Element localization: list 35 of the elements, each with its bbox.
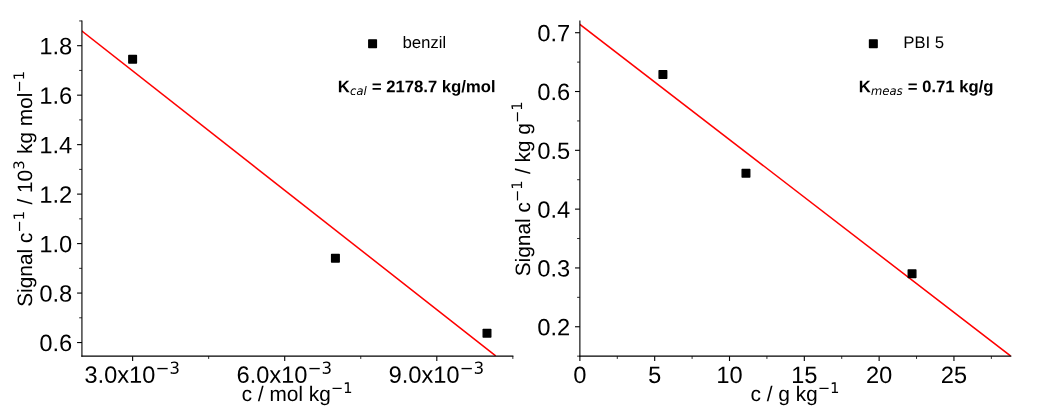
y-tick-label: 1.4 bbox=[41, 136, 72, 154]
y-axis-title: Signal c$^{−1}$ / 10$^{3}$ kg mol$^{−1}$ bbox=[13, 72, 37, 306]
y-tick-label: 0.3 bbox=[538, 260, 570, 277]
point bbox=[741, 168, 751, 178]
x-tick-label: 9.0x10$^{−3}$ bbox=[389, 361, 483, 384]
x-tick-label: 20 bbox=[867, 366, 892, 384]
y-tick-label: 0.5 bbox=[538, 142, 570, 160]
y-tick-label: 0.7 bbox=[538, 24, 569, 42]
y-tick-label: 1.6 bbox=[41, 87, 72, 104]
x-tick-label: 0 bbox=[574, 366, 586, 384]
point bbox=[658, 69, 668, 79]
y-tick-label: 1.2 bbox=[41, 186, 72, 203]
point bbox=[907, 269, 917, 279]
y-tick-label: 0.2 bbox=[538, 318, 569, 336]
point bbox=[482, 328, 492, 338]
x-tick-label: 3.0x10$^{−3}$ bbox=[85, 361, 179, 384]
y-tick-label: 0.6 bbox=[538, 83, 570, 101]
x-tick-label: 10 bbox=[718, 366, 742, 384]
point bbox=[128, 54, 138, 64]
y-tick-label: 1.8 bbox=[41, 37, 72, 55]
x-tick-label: 5 bbox=[649, 366, 661, 384]
x-tick-label: 15 bbox=[792, 366, 817, 384]
x-tick-label: 25 bbox=[942, 366, 967, 384]
annotation: K$_{cal}$ = 2178.7 kg/mol bbox=[338, 80, 495, 96]
x-tick-label: 6.0x10$^{−3}$ bbox=[237, 361, 331, 384]
y-tick-label: 1.0 bbox=[41, 235, 72, 253]
point bbox=[330, 253, 340, 263]
x-axis-title: c / mol kg$^{−1}$ bbox=[242, 382, 352, 406]
y-tick-label: 0.6 bbox=[40, 334, 72, 352]
y-tick-label: 0.4 bbox=[538, 201, 570, 218]
y-axis-title: Signal c$^{−1}$ / kg g$^{−1}$ bbox=[511, 102, 535, 276]
legend-label: benzil bbox=[403, 35, 446, 49]
annotation: K$_{meas}$ = 0.71 kg/g bbox=[859, 80, 993, 96]
legend-label: PBI 5 bbox=[904, 36, 944, 49]
y-tick-label: 0.8 bbox=[40, 285, 72, 302]
